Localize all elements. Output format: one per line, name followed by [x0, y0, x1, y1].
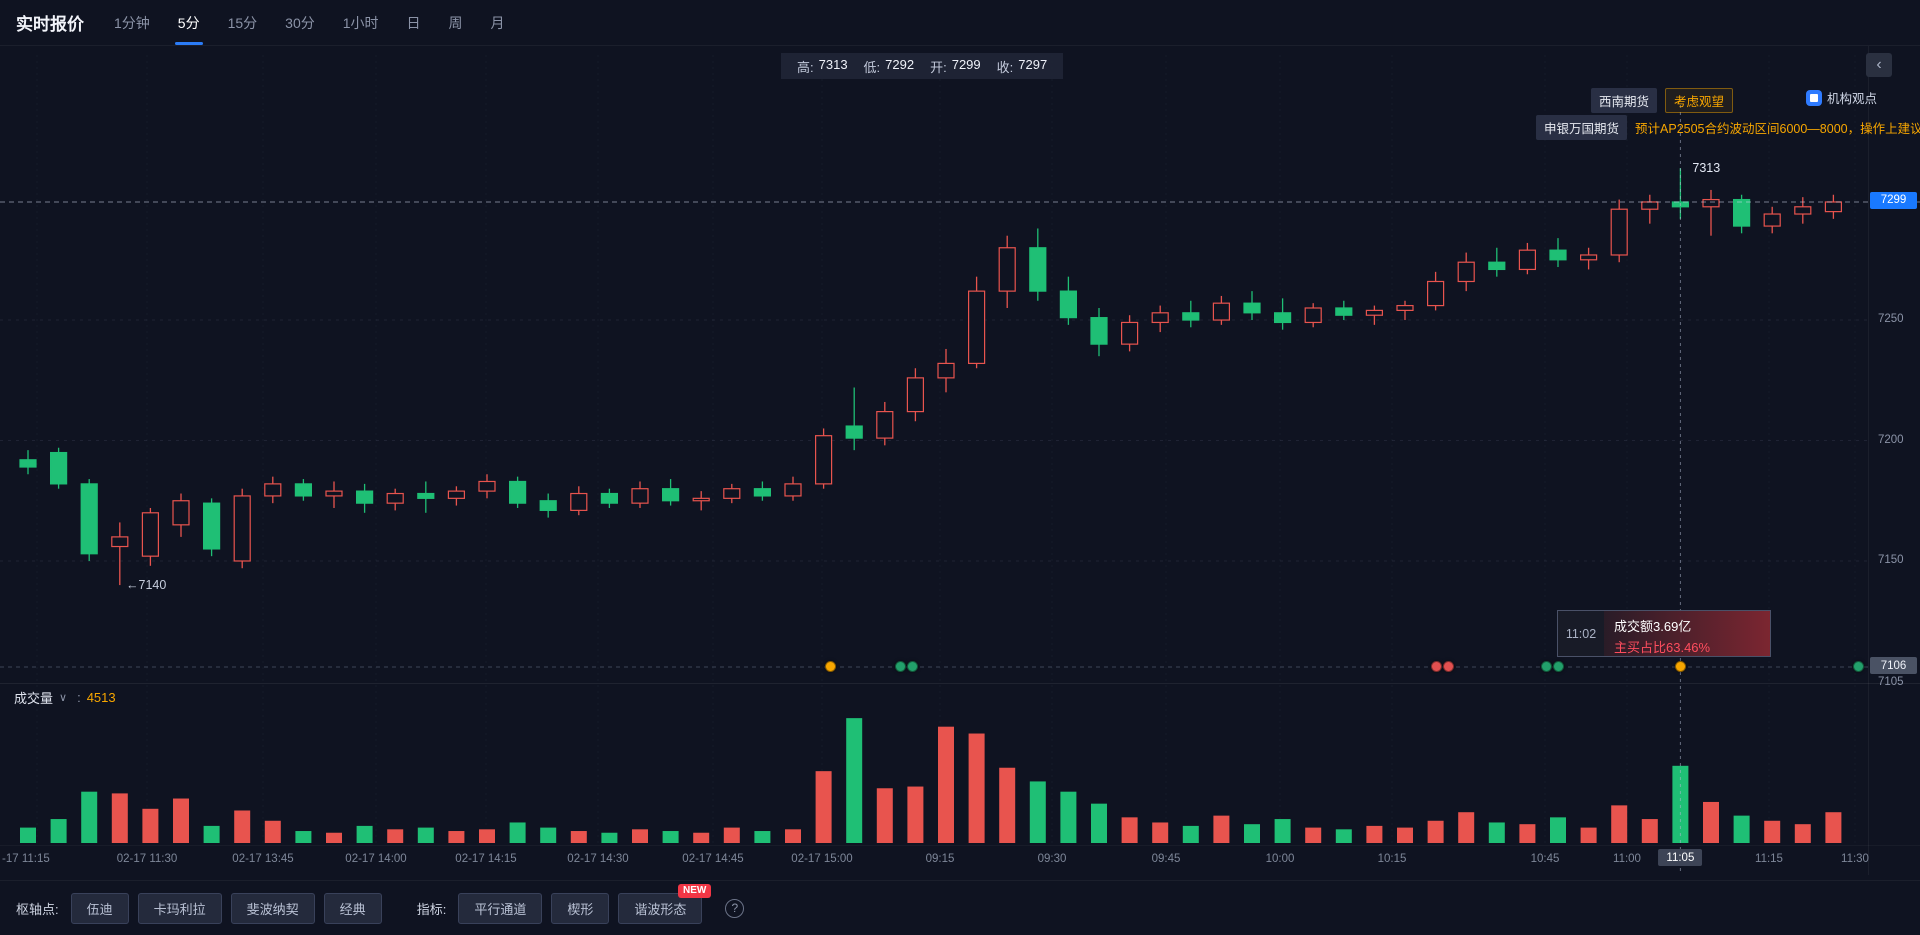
signal-marker-icon[interactable] — [1675, 661, 1686, 672]
pivot-button[interactable]: 斐波纳契 — [230, 892, 315, 924]
news-row-2: 申银万国期货 预计AP2505合约波动区间6000—8000，操作上建议 — [1536, 115, 1920, 140]
new-badge: NEW — [678, 883, 712, 898]
timeframe-tab-日[interactable]: 日 — [406, 14, 421, 31]
time-axis-label: 02-17 14:45 — [682, 853, 744, 865]
time-axis-label: 09:15 — [925, 853, 955, 865]
pane-divider — [0, 683, 1920, 684]
signal-marker-icon[interactable] — [1431, 661, 1454, 672]
price-axis-tick: 7250 — [1878, 313, 1904, 326]
news-text: 预计AP2505合约波动区间6000—8000，操作上建议 — [1635, 122, 1920, 136]
price-tick-below: 7105 — [1878, 676, 1904, 688]
time-axis-label: 09:45 — [1151, 853, 1181, 865]
pivot-button[interactable]: 卡玛利拉 — [137, 892, 222, 924]
pivot-label: 枢轴点: — [16, 901, 59, 917]
time-axis-label: 02-17 15:00 — [791, 853, 853, 865]
signal-marker-icon[interactable] — [825, 661, 836, 672]
swing-low-annotation: ←7140 — [126, 578, 167, 592]
volume-indicator-header[interactable]: 成交量 ∨ : 4513 — [14, 688, 116, 707]
price-axis-column — [1868, 46, 1869, 875]
topbar: 实时报价 1分钟 5分 15分 30分 1小时 日 周 月 — [0, 0, 1920, 46]
time-axis-label: 11:00 — [1613, 853, 1641, 865]
timeframe-tab-15分[interactable]: 15分 — [227, 14, 258, 31]
ohlc-item: 低: 7292 — [863, 56, 915, 75]
time-axis-label: 11:30 — [1841, 853, 1869, 865]
current-price-badge: 7299 — [1870, 191, 1917, 209]
collapse-panel-button[interactable]: ‹ — [1866, 53, 1892, 77]
page-title: 实时报价 — [16, 15, 84, 34]
volume-title: 成交量 — [14, 691, 54, 706]
time-axis-label: 02-17 14:15 — [455, 853, 517, 865]
trade-detail-tooltip: 11:02 成交额3.69亿 主买占比63.46% — [1557, 610, 1771, 657]
timeframe-tab-1小时[interactable]: 1小时 — [342, 14, 379, 31]
pivot-button[interactable]: 经典 — [323, 892, 382, 924]
bottom-toolbar: 枢轴点: 伍迪 卡玛利拉 斐波纳契 经典 指标: 平行通道 楔形 谐波形态 NEW ? — [0, 880, 1920, 935]
tooltip-time: 11:02 — [1565, 626, 1597, 641]
ohlc-item: 收: 7297 — [996, 56, 1048, 75]
price-axis-tick: 7150 — [1878, 553, 1904, 566]
time-axis-label: 02-17 14:00 — [345, 853, 407, 865]
chevron-down-icon: ∨ — [59, 692, 68, 704]
level-price-badge: 7106 — [1870, 657, 1917, 674]
ohlc-item: 开: 7299 — [930, 56, 981, 75]
timeframe-tab-1分钟[interactable]: 1分钟 — [114, 14, 150, 31]
news-source-tag: 申银万国期货 — [1536, 115, 1628, 140]
tooltip-buy-ratio: 主买占比63.46% — [1614, 640, 1711, 655]
news-source-tag: 西南期货 — [1591, 88, 1658, 113]
time-axis-label: 10:15 — [1377, 853, 1407, 865]
time-axis-label: 02-17 11:30 — [116, 853, 178, 865]
time-axis-label: 11:15 — [1755, 853, 1783, 865]
timeframe-tab-周[interactable]: 周 — [448, 14, 463, 31]
tooltip-turnover: 成交额3.69亿 — [1614, 619, 1692, 634]
timeframe-tab-30分[interactable]: 30分 — [285, 14, 315, 31]
ohlc-bar: 高: 7313 低: 7292 开: 7299 收: 7297 — [781, 53, 1064, 79]
help-icon[interactable]: ? — [725, 898, 745, 918]
price-axis-tick: 7200 — [1878, 433, 1904, 446]
crosshair-time-badge: 11:05 — [1658, 849, 1703, 866]
time-axis-label: 02-17 13:45 — [232, 853, 294, 865]
institution-view-toggle[interactable]: 机构观点 — [1806, 88, 1918, 107]
institution-icon — [1806, 89, 1822, 106]
indicator-button[interactable]: 平行通道 — [458, 892, 543, 924]
indicator-button[interactable]: 谐波形态 NEW — [618, 883, 712, 924]
timeframe-tabs: 1分钟 5分 15分 30分 1小时 日 周 月 — [114, 0, 505, 45]
timeframe-tab-月[interactable]: 月 — [490, 14, 505, 31]
tooltip-body: 成交额3.69亿 主买占比63.46% — [1604, 611, 1770, 656]
ohlc-item: 高: 7313 — [797, 56, 848, 75]
volume-separator: : — [77, 690, 81, 705]
pivot-button[interactable]: 伍迪 — [70, 892, 129, 924]
time-axis-label: 02-17 14:30 — [567, 853, 629, 865]
time-axis-label: 09:30 — [1037, 853, 1067, 865]
time-axis-label: 10:45 — [1530, 853, 1560, 865]
signal-marker-icon[interactable] — [1541, 661, 1564, 672]
time-axis-label: -17 11:15 — [2, 853, 50, 865]
signal-marker-icon[interactable] — [895, 661, 918, 672]
time-axis-label: 10:00 — [1265, 853, 1295, 865]
institution-label: 机构观点 — [1827, 92, 1878, 106]
timeframe-tab-5分[interactable]: 5分 — [178, 0, 200, 45]
volume-value: 4513 — [86, 690, 116, 705]
news-opinion-tag: 考虑观望 — [1665, 88, 1734, 113]
news-row-1: 西南期货 考虑观望 — [1591, 88, 1734, 113]
signal-marker-icon[interactable] — [1853, 661, 1864, 672]
time-axis-strip — [0, 845, 1920, 875]
indicator-button[interactable]: 楔形 — [551, 892, 610, 924]
indicator-label: 指标: — [416, 901, 447, 917]
spike-price-annotation: 7313 — [1692, 161, 1721, 176]
